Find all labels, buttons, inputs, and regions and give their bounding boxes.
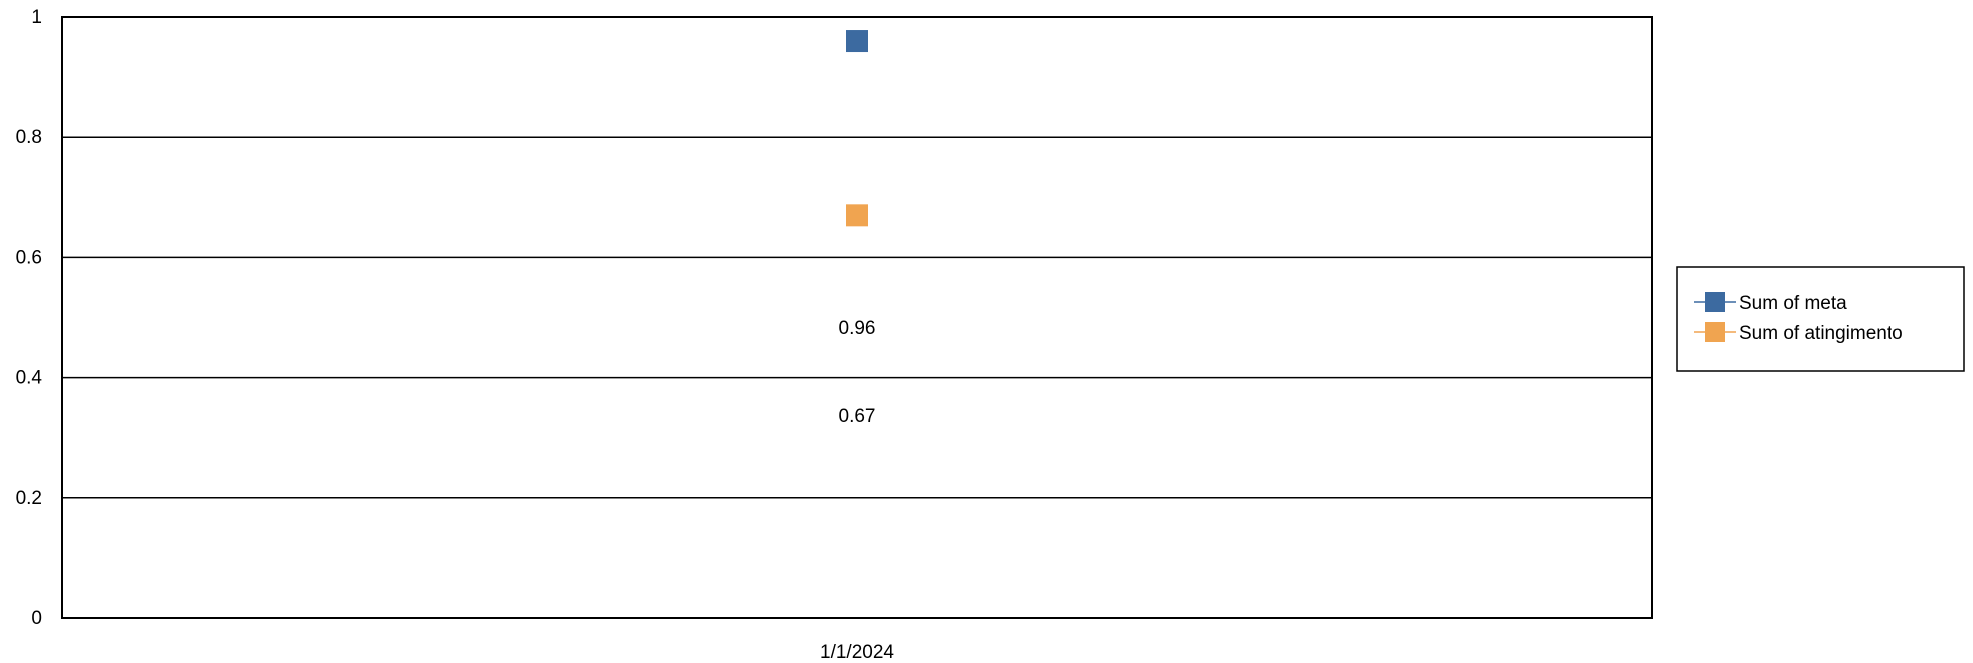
legend-box bbox=[1676, 266, 1965, 372]
data-label: 0.67 bbox=[839, 406, 876, 427]
data-labels: 0.96 0.67 bbox=[839, 318, 876, 427]
x-axis-ticks: 1/1/2024 bbox=[820, 642, 894, 663]
legend: Sum of meta Sum of atingimento bbox=[1676, 266, 1965, 372]
y-tick-label: 1 bbox=[31, 7, 42, 28]
legend-marker bbox=[1705, 292, 1725, 312]
legend-marker bbox=[1705, 322, 1725, 342]
y-tick-label: 0.6 bbox=[16, 247, 42, 268]
x-tick-label: 1/1/2024 bbox=[820, 642, 894, 663]
y-tick-label: 0.8 bbox=[16, 127, 42, 148]
series-markers bbox=[846, 30, 868, 227]
legend-label: Sum of meta bbox=[1739, 293, 1847, 314]
y-axis-ticks: 0 0.2 0.4 0.6 0.8 1 bbox=[16, 7, 43, 629]
y-tick-label: 0 bbox=[31, 608, 42, 629]
y-tick-label: 0.4 bbox=[16, 368, 43, 389]
marker-atingimento bbox=[846, 204, 868, 227]
legend-label: Sum of atingimento bbox=[1739, 323, 1903, 344]
data-label: 0.96 bbox=[839, 318, 876, 339]
y-tick-label: 0.2 bbox=[16, 488, 42, 509]
plot-area bbox=[61, 16, 1653, 619]
marker-meta bbox=[846, 30, 868, 53]
